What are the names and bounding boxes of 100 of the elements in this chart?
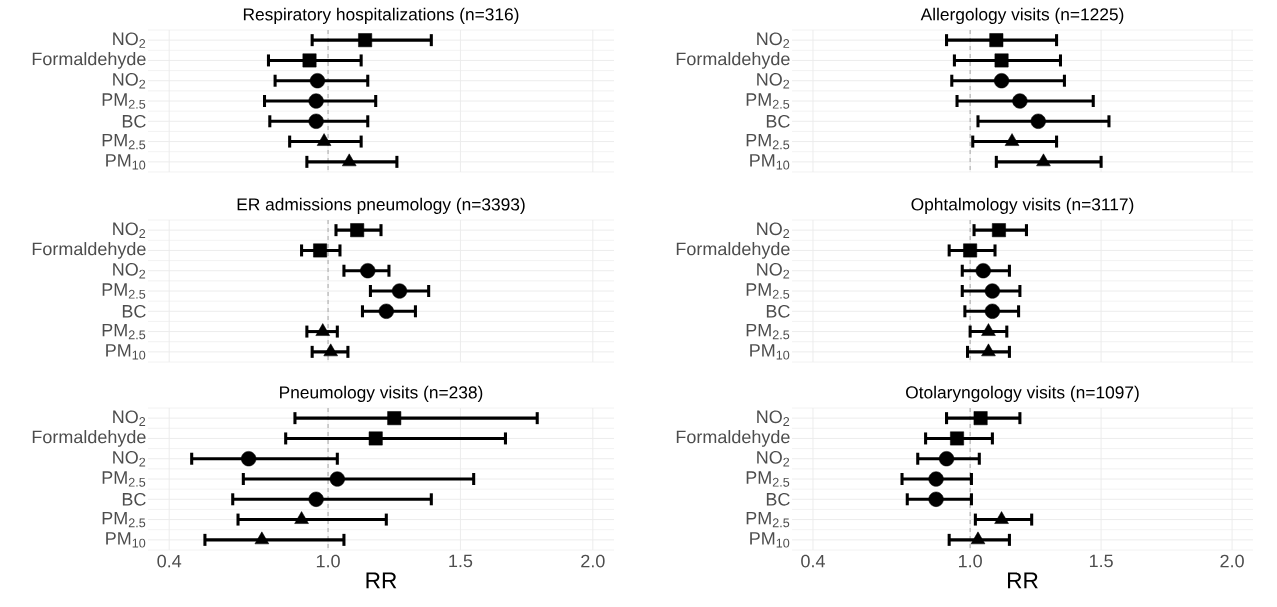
point bbox=[984, 303, 1000, 319]
point bbox=[302, 53, 317, 68]
x-axis-title: RR bbox=[1008, 572, 1038, 589]
point bbox=[316, 133, 332, 146]
x-tick-label: 0.4 bbox=[801, 554, 825, 568]
y-tick-label: NO$_{2}$ bbox=[113, 451, 146, 467]
y-tick-label: BC bbox=[766, 304, 790, 318]
point bbox=[378, 303, 394, 319]
point bbox=[994, 53, 1009, 68]
y-tick-label: Formaldehyde bbox=[676, 242, 790, 259]
y-tick-label: Formaldehyde bbox=[676, 430, 790, 447]
y-tick-label: PM$_{2.5}$ bbox=[746, 93, 790, 109]
y-tick-label: BC bbox=[766, 492, 790, 506]
chart-title: Otolaryngology visits (n=1097) bbox=[906, 385, 1139, 402]
y-tick-label: PM$_{2.5}$ bbox=[102, 133, 146, 150]
point bbox=[241, 451, 257, 467]
point bbox=[308, 93, 324, 109]
point bbox=[981, 323, 996, 336]
y-tick-label: NO$_{2}$ bbox=[113, 263, 146, 279]
point bbox=[970, 531, 986, 545]
point bbox=[391, 283, 408, 299]
point bbox=[308, 491, 324, 507]
point bbox=[360, 263, 376, 279]
point bbox=[350, 223, 365, 238]
point bbox=[313, 243, 328, 258]
point bbox=[984, 283, 1000, 299]
point bbox=[1030, 113, 1046, 129]
point bbox=[963, 243, 978, 258]
y-tick-label: Formaldehyde bbox=[32, 430, 146, 447]
y-tick-label: NO$_{2}$ bbox=[113, 32, 146, 48]
y-tick-label: NO$_{2}$ bbox=[113, 410, 146, 426]
y-tick-label: NO$_{2}$ bbox=[113, 73, 146, 89]
x-tick-label: 1.5 bbox=[449, 554, 473, 568]
point bbox=[309, 73, 326, 89]
point bbox=[387, 411, 402, 426]
y-tick-label: BC bbox=[766, 114, 790, 128]
point bbox=[928, 471, 944, 487]
point bbox=[254, 531, 270, 545]
y-tick-label: PM$_{2.5}$ bbox=[102, 283, 146, 299]
y-tick-label: BC bbox=[122, 304, 146, 318]
y-tick-label: NO$_{2}$ bbox=[757, 32, 790, 48]
y-tick-label: NO$_{2}$ bbox=[113, 222, 146, 238]
chart-title: Allergology visits (n=1225) bbox=[920, 7, 1124, 24]
point bbox=[1004, 133, 1020, 146]
y-tick-label: PM$_{2.5}$ bbox=[746, 283, 790, 299]
y-tick-label: NO$_{2}$ bbox=[757, 73, 790, 89]
point bbox=[950, 431, 964, 446]
y-tick-label: PM$_{2.5}$ bbox=[746, 511, 790, 528]
y-tick-label: PM$_{2.5}$ bbox=[746, 323, 790, 340]
point bbox=[294, 511, 309, 524]
y-tick-label: NO$_{2}$ bbox=[757, 222, 790, 238]
x-tick-label: 1.0 bbox=[316, 554, 340, 568]
y-tick-label: PM$_{10}$ bbox=[106, 154, 146, 170]
y-tick-label: PM$_{10}$ bbox=[750, 532, 790, 548]
point bbox=[993, 73, 1010, 89]
point bbox=[975, 263, 991, 279]
chart-title: Respiratory hospitalizations (n=316) bbox=[243, 7, 519, 24]
y-tick-label: Formaldehyde bbox=[32, 242, 146, 259]
point bbox=[342, 153, 357, 167]
y-tick-label: PM$_{2.5}$ bbox=[746, 133, 790, 150]
y-tick-label: PM$_{2.5}$ bbox=[102, 511, 146, 528]
x-axis-title: RR bbox=[366, 572, 397, 589]
chart-title: Pneumology visits (n=238) bbox=[280, 385, 483, 402]
y-tick-label: BC bbox=[122, 492, 146, 506]
x-tick-label: 1.5 bbox=[1089, 554, 1113, 568]
point bbox=[368, 431, 383, 446]
point bbox=[329, 471, 345, 487]
point bbox=[928, 491, 944, 507]
point bbox=[358, 33, 373, 48]
y-tick-label: PM$_{10}$ bbox=[106, 344, 146, 360]
point bbox=[989, 33, 1004, 48]
y-tick-label: Formaldehyde bbox=[676, 52, 790, 69]
x-tick-label: 2.0 bbox=[1220, 554, 1244, 568]
y-tick-label: PM$_{10}$ bbox=[750, 154, 790, 170]
y-tick-label: Formaldehyde bbox=[32, 52, 146, 69]
point bbox=[973, 411, 988, 426]
y-tick-label: PM$_{2.5}$ bbox=[102, 93, 146, 109]
y-tick-label: PM$_{2.5}$ bbox=[102, 323, 146, 340]
y-tick-label: BC bbox=[122, 114, 146, 128]
y-tick-label: PM$_{2.5}$ bbox=[102, 471, 146, 487]
y-tick-label: PM$_{10}$ bbox=[750, 344, 790, 360]
y-tick-label: NO$_{2}$ bbox=[757, 410, 790, 426]
y-tick-label: NO$_{2}$ bbox=[757, 451, 790, 467]
point bbox=[315, 323, 330, 336]
point bbox=[308, 113, 324, 129]
point bbox=[1036, 153, 1051, 167]
x-tick-label: 2.0 bbox=[581, 554, 605, 568]
chart-title: Ophtalmology visits (n=3117) bbox=[911, 197, 1134, 214]
point bbox=[981, 343, 996, 357]
point bbox=[992, 223, 1006, 238]
point bbox=[994, 511, 1009, 524]
x-tick-label: 1.0 bbox=[959, 554, 982, 568]
point bbox=[938, 451, 955, 467]
x-tick-label: 0.4 bbox=[157, 554, 182, 568]
y-tick-label: PM$_{10}$ bbox=[106, 532, 146, 548]
chart-title: ER admissions pneumology (n=3393) bbox=[237, 197, 525, 214]
y-tick-label: PM$_{2.5}$ bbox=[746, 471, 790, 487]
point bbox=[323, 343, 338, 357]
y-tick-label: NO$_{2}$ bbox=[757, 263, 790, 279]
point bbox=[1012, 93, 1028, 109]
